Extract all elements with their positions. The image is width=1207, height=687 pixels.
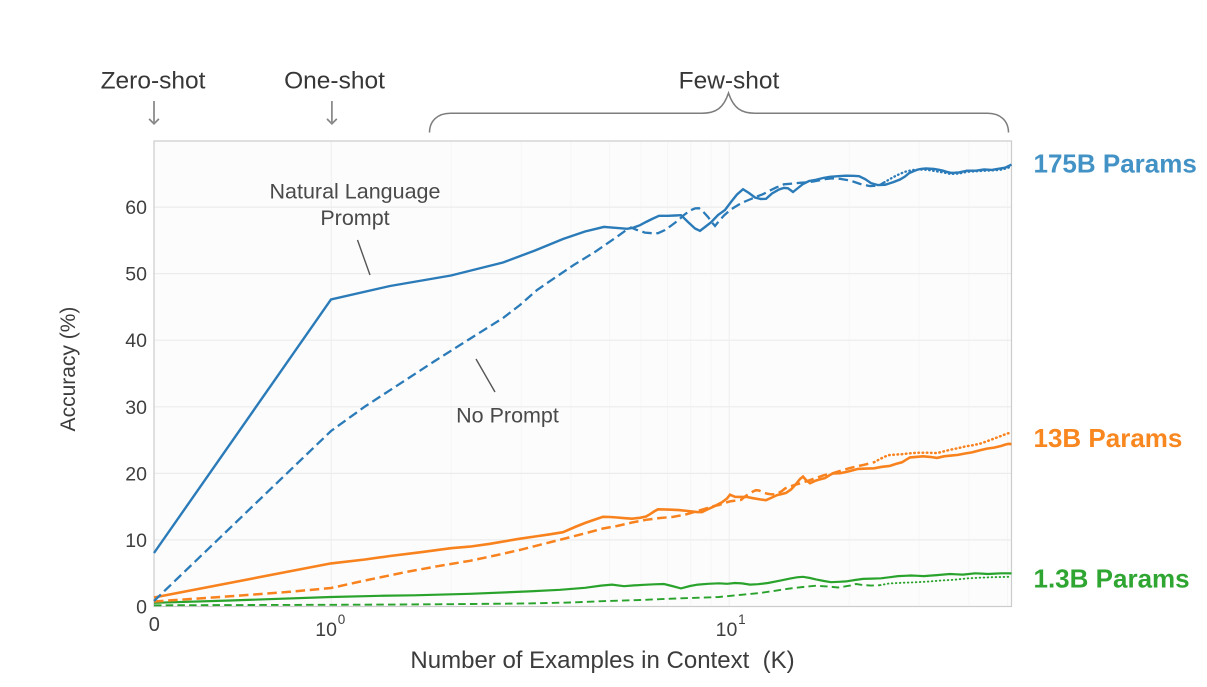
svg-text:13B Params: 13B Params: [1034, 423, 1183, 453]
svg-text:Prompt: Prompt: [320, 206, 389, 230]
svg-text:50: 50: [125, 264, 147, 286]
svg-text:10: 10: [716, 619, 738, 641]
svg-text:1: 1: [738, 612, 746, 627]
svg-text:30: 30: [125, 397, 147, 419]
svg-text:Natural Language: Natural Language: [270, 180, 441, 204]
svg-text:One-shot: One-shot: [284, 68, 385, 95]
svg-text:1.3B Params: 1.3B Params: [1034, 564, 1190, 594]
svg-text:60: 60: [125, 197, 147, 219]
svg-text:10: 10: [125, 530, 147, 552]
svg-text:0: 0: [338, 612, 346, 627]
svg-text:20: 20: [125, 463, 147, 485]
svg-text:175B Params: 175B Params: [1034, 149, 1197, 179]
svg-text:0: 0: [136, 597, 147, 619]
svg-text:Zero-shot: Zero-shot: [101, 68, 206, 95]
svg-text:Few-shot: Few-shot: [679, 68, 780, 95]
svg-text:No Prompt: No Prompt: [456, 404, 559, 428]
svg-text:10: 10: [315, 619, 337, 641]
svg-text:Accuracy (%): Accuracy (%): [57, 307, 80, 432]
svg-text:0: 0: [149, 614, 160, 636]
svg-text:40: 40: [125, 330, 147, 352]
svg-text:Number of Examples in Context: Number of Examples in Context (K): [410, 647, 794, 674]
